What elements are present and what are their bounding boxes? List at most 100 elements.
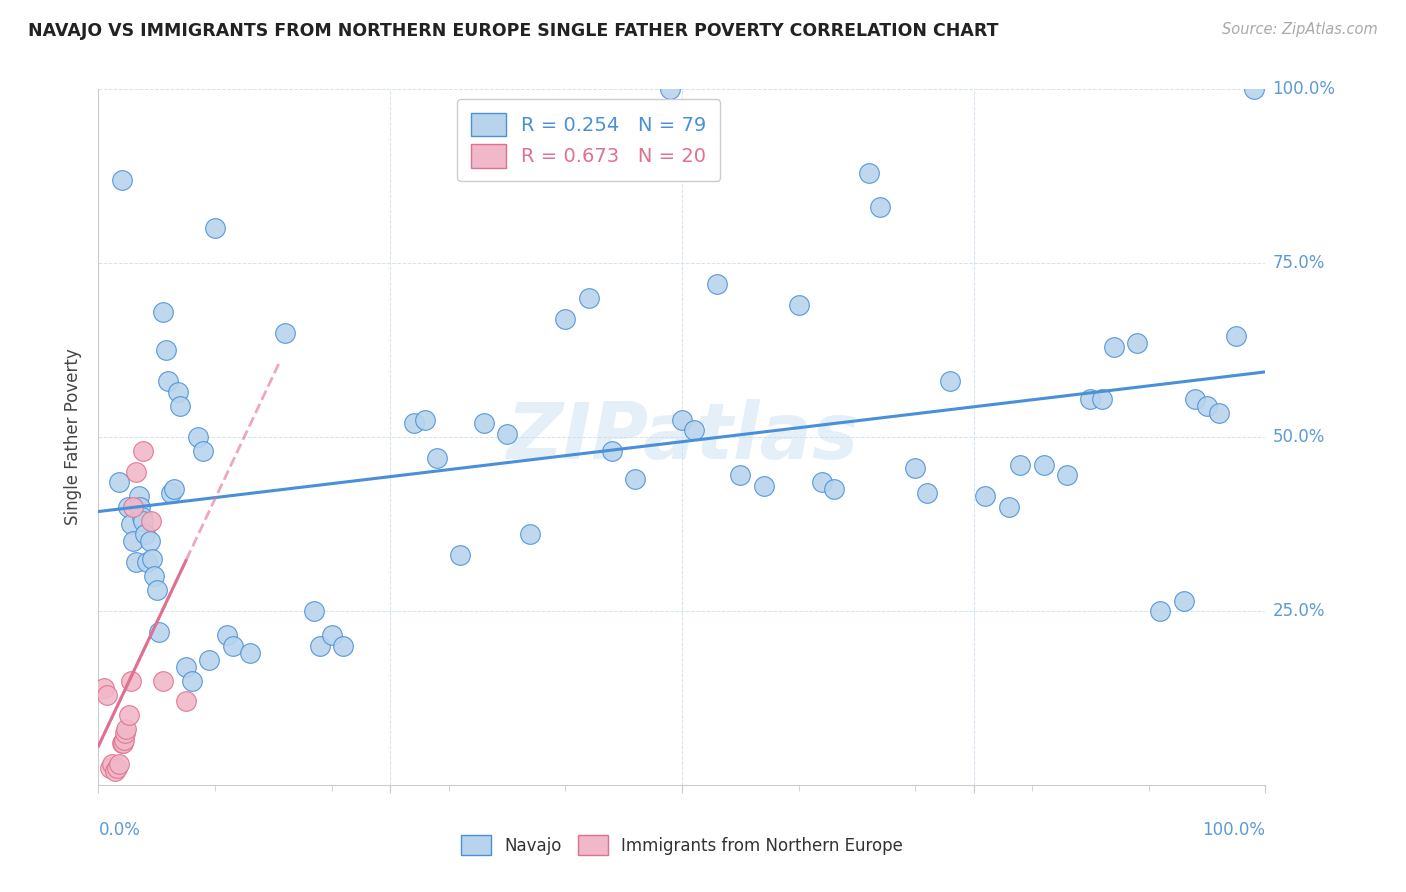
Point — [904, 461, 927, 475]
Point — [125, 555, 148, 569]
Text: 0.0%: 0.0% — [98, 821, 141, 838]
Point — [1149, 604, 1171, 618]
Point — [472, 416, 495, 430]
Point — [180, 673, 202, 688]
Point — [869, 201, 891, 215]
Point — [122, 534, 145, 549]
Point — [193, 444, 215, 458]
Point — [174, 659, 197, 673]
Text: 100.0%: 100.0% — [1202, 821, 1265, 838]
Text: 25.0%: 25.0% — [1272, 602, 1324, 620]
Point — [111, 736, 134, 750]
Point — [108, 757, 131, 772]
Point — [578, 291, 600, 305]
Point — [706, 277, 728, 291]
Point — [143, 569, 166, 583]
Point — [752, 479, 775, 493]
Point — [1184, 392, 1206, 406]
Point — [114, 726, 136, 740]
Text: 100.0%: 100.0% — [1272, 80, 1336, 98]
Point — [519, 527, 541, 541]
Point — [98, 760, 121, 774]
Point — [187, 430, 209, 444]
Point — [198, 653, 221, 667]
Point — [105, 760, 128, 774]
Point — [169, 399, 191, 413]
Point — [1126, 336, 1149, 351]
Point — [624, 472, 647, 486]
Point — [104, 764, 127, 778]
Point — [321, 628, 343, 642]
Point — [1056, 468, 1078, 483]
Point — [174, 694, 197, 708]
Point — [159, 485, 181, 500]
Point — [1195, 399, 1218, 413]
Point — [139, 514, 162, 528]
Point — [600, 444, 623, 458]
Point — [112, 732, 135, 747]
Point — [117, 500, 139, 514]
Point — [1102, 340, 1125, 354]
Text: Source: ZipAtlas.com: Source: ZipAtlas.com — [1222, 22, 1378, 37]
Point — [157, 375, 180, 389]
Point — [939, 375, 962, 389]
Point — [787, 298, 810, 312]
Text: NAVAJO VS IMMIGRANTS FROM NORTHERN EUROPE SINGLE FATHER POVERTY CORRELATION CHAR: NAVAJO VS IMMIGRANTS FROM NORTHERN EUROP… — [28, 22, 998, 40]
Point — [101, 757, 124, 772]
Text: 75.0%: 75.0% — [1272, 254, 1324, 272]
Point — [132, 444, 155, 458]
Point — [128, 489, 150, 503]
Point — [148, 624, 170, 639]
Y-axis label: Single Father Poverty: Single Father Poverty — [65, 349, 83, 525]
Point — [221, 639, 243, 653]
Point — [309, 639, 332, 653]
Point — [141, 551, 163, 566]
Point — [671, 412, 693, 426]
Point — [155, 343, 177, 357]
Point — [129, 500, 152, 514]
Point — [413, 412, 436, 426]
Point — [122, 500, 145, 514]
Point — [120, 673, 142, 688]
Point — [1091, 392, 1114, 406]
Point — [682, 423, 704, 437]
Point — [1225, 329, 1247, 343]
Point — [730, 468, 752, 483]
Point — [204, 221, 226, 235]
Point — [239, 646, 262, 660]
Point — [495, 426, 517, 441]
Point — [915, 485, 938, 500]
Point — [111, 172, 134, 186]
Point — [974, 489, 997, 503]
Point — [215, 628, 238, 642]
Point — [96, 688, 118, 702]
Point — [858, 166, 880, 180]
Point — [426, 450, 449, 465]
Point — [332, 639, 354, 653]
Point — [93, 681, 115, 695]
Point — [997, 500, 1019, 514]
Point — [139, 534, 162, 549]
Point — [274, 326, 297, 340]
Point — [152, 673, 174, 688]
Point — [131, 510, 153, 524]
Point — [115, 723, 138, 737]
Point — [304, 604, 326, 618]
Point — [659, 82, 682, 96]
Point — [120, 516, 142, 531]
Point — [134, 527, 156, 541]
Point — [166, 384, 188, 399]
Point — [163, 482, 186, 496]
Point — [1032, 458, 1054, 472]
Point — [132, 514, 155, 528]
Point — [108, 475, 131, 490]
Point — [1208, 406, 1230, 420]
Point — [823, 482, 845, 496]
Point — [811, 475, 834, 490]
Point — [152, 305, 174, 319]
Point — [136, 555, 159, 569]
Legend: Navajo, Immigrants from Northern Europe: Navajo, Immigrants from Northern Europe — [449, 823, 915, 867]
Text: ZIPatlas: ZIPatlas — [506, 399, 858, 475]
Point — [125, 465, 148, 479]
Point — [146, 583, 169, 598]
